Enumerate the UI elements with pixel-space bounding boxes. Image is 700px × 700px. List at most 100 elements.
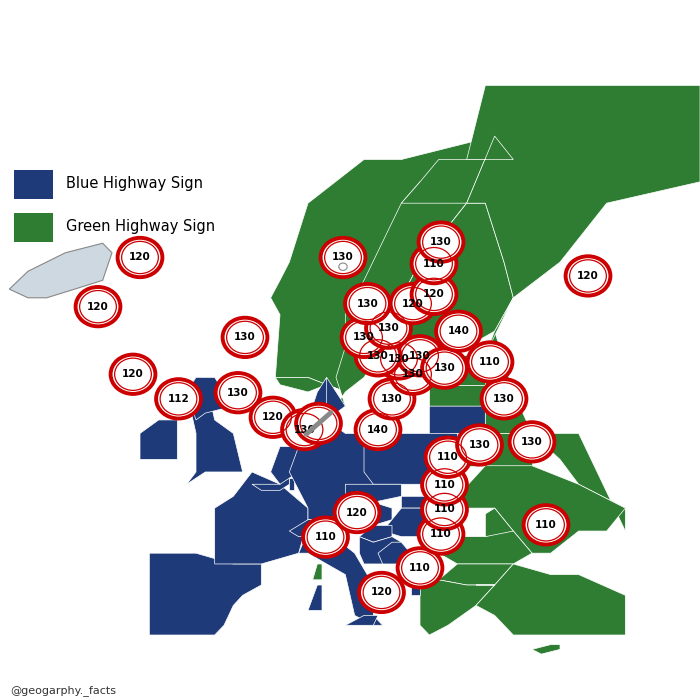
Polygon shape bbox=[378, 542, 411, 564]
Circle shape bbox=[216, 373, 260, 412]
Polygon shape bbox=[401, 136, 513, 347]
Polygon shape bbox=[429, 406, 485, 436]
Text: 130: 130 bbox=[402, 370, 424, 379]
Circle shape bbox=[282, 410, 327, 449]
Text: 110: 110 bbox=[423, 258, 445, 269]
Polygon shape bbox=[359, 537, 401, 564]
Polygon shape bbox=[215, 472, 308, 564]
Polygon shape bbox=[308, 377, 327, 420]
Polygon shape bbox=[308, 377, 345, 420]
Circle shape bbox=[111, 355, 155, 394]
Polygon shape bbox=[149, 553, 261, 635]
Text: 130: 130 bbox=[430, 237, 452, 247]
Circle shape bbox=[118, 238, 162, 277]
Circle shape bbox=[356, 410, 400, 449]
Text: 110: 110 bbox=[430, 529, 452, 539]
Polygon shape bbox=[401, 564, 420, 575]
Polygon shape bbox=[392, 203, 513, 347]
Text: 110: 110 bbox=[314, 532, 337, 542]
Text: 130: 130 bbox=[332, 253, 354, 262]
Polygon shape bbox=[429, 385, 485, 406]
Text: 130: 130 bbox=[521, 437, 543, 447]
Polygon shape bbox=[439, 564, 513, 585]
Text: 120: 120 bbox=[262, 412, 284, 422]
Polygon shape bbox=[401, 490, 457, 508]
Polygon shape bbox=[476, 564, 625, 635]
Circle shape bbox=[377, 340, 421, 379]
Circle shape bbox=[422, 466, 467, 505]
Polygon shape bbox=[345, 615, 378, 625]
Text: 110: 110 bbox=[433, 505, 456, 514]
Circle shape bbox=[335, 493, 379, 532]
Circle shape bbox=[419, 514, 463, 554]
Polygon shape bbox=[467, 85, 700, 355]
Polygon shape bbox=[420, 580, 495, 635]
Polygon shape bbox=[149, 575, 168, 625]
Text: @geogarphy._facts: @geogarphy._facts bbox=[10, 685, 116, 696]
Text: Speed limit in European countries: Speed limit in European countries bbox=[71, 29, 629, 57]
Polygon shape bbox=[485, 508, 513, 537]
FancyBboxPatch shape bbox=[14, 169, 52, 199]
Polygon shape bbox=[9, 243, 112, 298]
Circle shape bbox=[566, 256, 610, 295]
Text: 130: 130 bbox=[493, 394, 515, 404]
Circle shape bbox=[426, 438, 470, 477]
Text: 130: 130 bbox=[227, 388, 249, 398]
Circle shape bbox=[345, 284, 390, 323]
Circle shape bbox=[359, 573, 404, 612]
Text: 120: 120 bbox=[129, 253, 151, 262]
Circle shape bbox=[510, 422, 554, 461]
Text: 130: 130 bbox=[293, 425, 316, 435]
Polygon shape bbox=[457, 433, 532, 466]
Text: 130: 130 bbox=[356, 299, 379, 309]
Circle shape bbox=[370, 379, 414, 419]
Polygon shape bbox=[252, 472, 289, 490]
Polygon shape bbox=[429, 355, 485, 385]
Circle shape bbox=[391, 355, 435, 394]
Polygon shape bbox=[289, 519, 327, 537]
Polygon shape bbox=[275, 377, 345, 392]
FancyBboxPatch shape bbox=[14, 213, 52, 242]
Circle shape bbox=[76, 287, 120, 326]
Circle shape bbox=[422, 349, 467, 388]
Circle shape bbox=[524, 505, 568, 545]
Text: Blue Highway Sign: Blue Highway Sign bbox=[66, 176, 204, 190]
Text: 130: 130 bbox=[367, 351, 389, 360]
Polygon shape bbox=[336, 182, 467, 406]
Text: 140: 140 bbox=[447, 326, 470, 336]
Polygon shape bbox=[411, 553, 439, 575]
Polygon shape bbox=[485, 331, 625, 531]
Polygon shape bbox=[359, 526, 392, 543]
Polygon shape bbox=[327, 502, 392, 526]
Circle shape bbox=[422, 490, 467, 529]
Text: 110: 110 bbox=[433, 480, 456, 490]
Circle shape bbox=[296, 404, 341, 443]
Text: 130: 130 bbox=[468, 440, 491, 450]
Polygon shape bbox=[313, 564, 322, 580]
Text: 120: 120 bbox=[122, 370, 144, 379]
Circle shape bbox=[156, 379, 201, 419]
Circle shape bbox=[457, 426, 502, 465]
Text: 120: 120 bbox=[370, 587, 393, 597]
Circle shape bbox=[342, 318, 386, 357]
Text: 130: 130 bbox=[377, 323, 400, 333]
Polygon shape bbox=[271, 136, 513, 392]
Circle shape bbox=[436, 312, 481, 351]
Polygon shape bbox=[187, 377, 233, 420]
Polygon shape bbox=[289, 478, 294, 490]
Polygon shape bbox=[289, 420, 373, 519]
Circle shape bbox=[482, 379, 526, 419]
Text: 130: 130 bbox=[234, 332, 256, 342]
Circle shape bbox=[339, 263, 347, 270]
Polygon shape bbox=[345, 484, 401, 502]
Polygon shape bbox=[532, 645, 560, 654]
Circle shape bbox=[356, 336, 400, 375]
Circle shape bbox=[468, 342, 512, 382]
Text: 120: 120 bbox=[87, 302, 109, 312]
Text: Green Highway Sign: Green Highway Sign bbox=[66, 218, 216, 234]
Circle shape bbox=[303, 517, 348, 556]
Polygon shape bbox=[140, 420, 177, 459]
Text: 120: 120 bbox=[423, 289, 445, 300]
Polygon shape bbox=[439, 466, 625, 553]
Polygon shape bbox=[420, 575, 439, 580]
